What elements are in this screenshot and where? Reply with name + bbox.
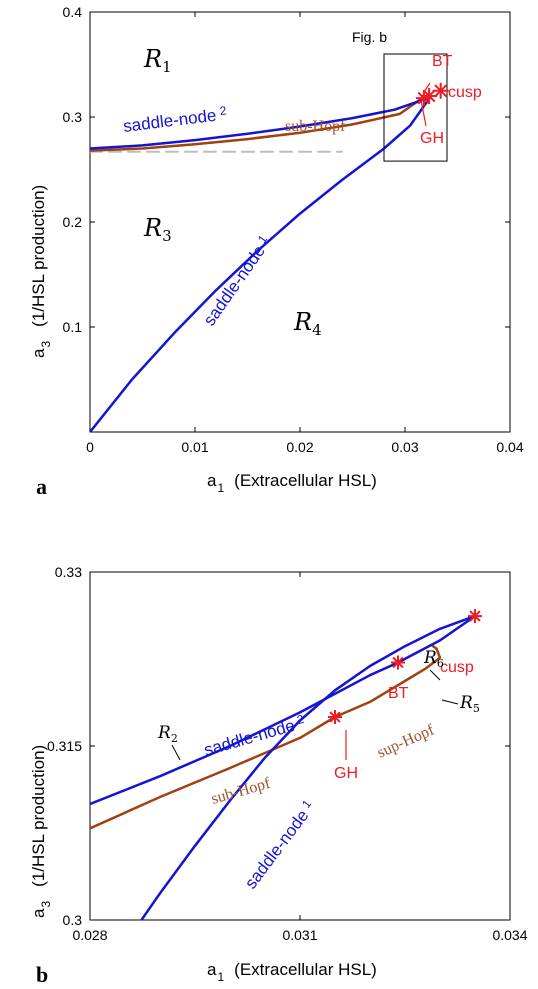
panel-b-plot-frame (89, 571, 511, 921)
panel-b-x-axis-label: a1 (Extracellular HSL) (207, 960, 377, 984)
panel-a-saddle-node-1-curve (90, 98, 430, 432)
panel-a-cusp-label: cusp (448, 84, 482, 101)
x-tick-label: 0.034 (492, 927, 527, 943)
panel-a-x-axis-label: a1 (Extracellular HSL) (207, 471, 377, 495)
x-tick-label: 0.02 (286, 439, 313, 455)
panel-a-label: a (36, 474, 47, 499)
panel-b-ticks: 0.028 0.031 0.034 0.3 0.315 0.33 (47, 564, 528, 943)
panel-a-sub-hopf-curve (90, 97, 423, 152)
y-tick-label: 0.2 (63, 214, 83, 230)
point-cusp-marker (432, 82, 449, 99)
panel-a-y-axis-label: a3(1/HSL production) (29, 185, 53, 358)
panel-a-special-points (415, 82, 449, 107)
x-tick-label: 0.03 (391, 439, 418, 455)
panel-a-ticks: 0 0.01 0.02 0.03 0.04 0.1 0.2 0.3 0.4 (63, 4, 524, 455)
panel-a-bt-leader (423, 82, 431, 93)
x-tick-label: 0.01 (181, 439, 208, 455)
panel-b-special-points (328, 609, 482, 724)
panel-b-sub-hopf-curve (90, 715, 337, 830)
panel-a-region-1: R1 (143, 45, 172, 76)
point-cusp-marker (468, 609, 482, 624)
panel-a-saddle-node-2-curve (90, 96, 430, 150)
point-gh-marker (415, 90, 432, 107)
panel-b-saddle-node-2-curve (90, 614, 477, 806)
panel-a-gh-leader (420, 99, 427, 127)
panel-b-label: b (36, 962, 48, 987)
y-tick-label: 0.33 (55, 564, 82, 580)
point-bt-marker (391, 655, 405, 670)
panel-a-region-4: R4 (293, 308, 322, 339)
panel-b-y-axis-label: a3(1/HSL production) (29, 745, 53, 918)
panel-a-bt-label: BT (432, 53, 453, 70)
panel-b-region-6-leader (429, 669, 441, 681)
y-tick-label: 0.3 (63, 912, 83, 928)
panel-b-gh-label: GH (334, 765, 358, 782)
x-tick-label: 0.028 (72, 927, 107, 943)
panel-a-zoom-box (383, 53, 448, 162)
panel-a-plot-frame (89, 11, 511, 433)
x-tick-label: 0.04 (496, 439, 523, 455)
y-tick-label: 0.315 (47, 738, 82, 754)
panel-a-sub-hopf-label: sub-Hopf (285, 118, 346, 135)
panel-b-cusp-label: cusp (440, 659, 474, 676)
panel-b-region-5-leader (441, 699, 459, 705)
panel-b-region-2-leader (171, 744, 181, 761)
panel-b-region-6: R6 (423, 648, 444, 670)
x-tick-label: 0.031 (282, 927, 317, 943)
panel-a-gh-label: GH (420, 130, 444, 147)
panel-b-bt-label: BT (388, 685, 409, 702)
panel-a: 0 0.01 0.02 0.03 0.040.10.20.30.4 Fig. b BT … (29, 4, 524, 499)
panel-b-sup-hopf-curve (333, 644, 442, 719)
y-tick-label: 0.4 (63, 4, 83, 20)
y-tick-label: 0.3 (63, 109, 83, 125)
panel-b-region-5: R5 (459, 693, 480, 715)
panel-b-saddle-node-1-curve (139, 614, 477, 920)
panel-a-region-3: R3 (143, 214, 172, 245)
x-tick-label: 0 (86, 439, 94, 455)
y-tick-label: 0.1 (63, 319, 83, 335)
point-gh-marker (328, 710, 342, 724)
panel-a-zoom-box-label: Fig. b (352, 29, 387, 45)
panel-b-region-2: R2 (157, 723, 178, 745)
